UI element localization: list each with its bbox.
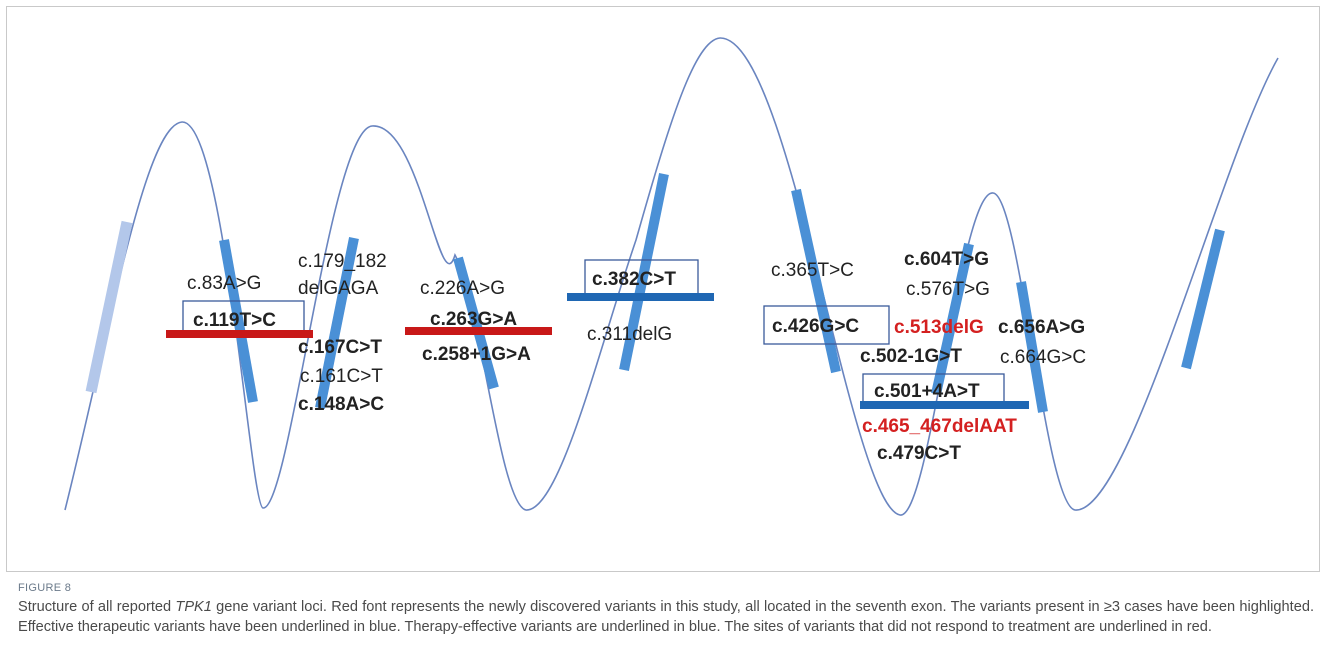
exon-block-2 xyxy=(219,239,258,403)
variant-label-c263: c.263G>A xyxy=(430,309,517,330)
variant-label-c258: c.258+1G>A xyxy=(422,344,531,365)
exon-block-7 xyxy=(931,242,974,396)
exon-block-9 xyxy=(1181,228,1225,370)
exon-block-4 xyxy=(453,256,499,390)
exon-block-1 xyxy=(85,220,133,394)
variant-label-c513: c.513delG xyxy=(894,317,984,338)
nonresponse-underline-c119 xyxy=(166,330,313,338)
figure-caption: Structure of all reported TPK1 gene vari… xyxy=(18,597,1314,637)
variant-label-c148: c.148A>C xyxy=(298,394,384,415)
variant-label-c119: c.119T>C xyxy=(193,310,276,331)
gene-curve xyxy=(64,37,1279,516)
variant-label-c501: c.501+4A>T xyxy=(874,381,980,402)
variant-label-c179-line1: c.179_182 xyxy=(298,251,387,272)
exon-block-3 xyxy=(315,237,359,409)
caption-body: gene variant loci. Red font represents t… xyxy=(18,599,1314,635)
variant-label-c576: c.576T>G xyxy=(906,279,990,300)
exon-block-8 xyxy=(1016,281,1048,413)
variant-label-c502: c.502-1G>T xyxy=(860,346,962,367)
variant-label-c365: c.365T>C xyxy=(771,260,854,281)
figure-frame xyxy=(6,6,1320,572)
figure-label: FIGURE 8 xyxy=(18,582,72,594)
variant-label-c311: c.311delG xyxy=(587,324,672,345)
variant-label-c656: c.656A>G xyxy=(998,317,1085,338)
variant-label-c664: c.664G>C xyxy=(1000,347,1086,368)
variant-label-c465: c.465_467delAAT xyxy=(862,416,1017,437)
caption-divider xyxy=(6,571,1320,572)
variant-label-c382: c.382C>T xyxy=(592,269,676,290)
variant-label-c179-line2: delGAGA xyxy=(298,278,379,299)
exon-block-6 xyxy=(791,188,841,374)
variant-label-c226: c.226A>G xyxy=(420,278,505,299)
gene-variant-diagram: c.83A>G c.119T>C c.179_182 delGAGA c.167… xyxy=(64,37,1279,516)
variant-label-c167: c.167C>T xyxy=(298,337,382,358)
exon-block-5 xyxy=(619,173,669,371)
effective-underline-c501 xyxy=(860,401,1029,409)
variant-label-c479: c.479C>T xyxy=(877,443,961,464)
variant-label-c161: c.161C>T xyxy=(300,366,383,387)
nonresponse-underline-c263 xyxy=(405,327,552,335)
highlight-box-c426 xyxy=(763,305,890,345)
caption-intro: Structure of all reported xyxy=(18,599,176,615)
variant-label-c604: c.604T>G xyxy=(904,249,989,270)
caption-gene-name: TPK1 xyxy=(175,599,212,615)
variant-label-c426: c.426G>C xyxy=(772,316,859,337)
variant-label-c83: c.83A>G xyxy=(187,273,261,294)
effective-underline-c382 xyxy=(567,293,714,301)
